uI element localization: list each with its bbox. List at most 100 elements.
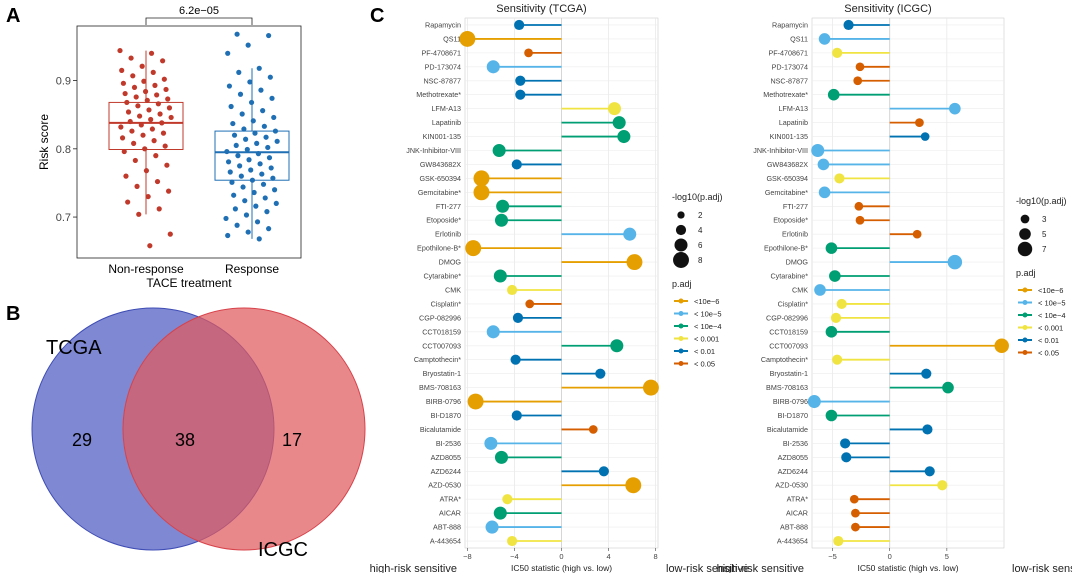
data-point <box>129 128 135 134</box>
size-legend-label: 2 <box>698 211 703 220</box>
drug-label-camptothecin: Camptothecin* <box>761 355 808 364</box>
drug-label-kin001-135: KIN001-135 <box>770 132 808 141</box>
size-legend-dot <box>673 252 689 268</box>
drug-label-cisplatin: Cisplatin* <box>778 299 809 308</box>
panel-a-frame <box>76 25 302 259</box>
data-point <box>265 144 271 151</box>
x-tick-label: 4 <box>606 552 610 561</box>
drug-label-qs11: QS11 <box>443 34 461 43</box>
color-legend-title: p.adj <box>1016 268 1036 278</box>
drug-label-lapatinib: Lapatinib <box>432 118 461 127</box>
data-point <box>160 58 166 64</box>
drug-label-azd-0530: AZD-0530 <box>428 481 461 490</box>
lollipop-dot-azd6244 <box>598 466 609 477</box>
lollipop-dot-birb-0796 <box>467 393 484 410</box>
lollipop-dot-nsc-87877 <box>853 76 863 86</box>
lollipop-dot-bi-2536 <box>484 436 498 450</box>
lollipop-dot-rapamycin <box>514 19 525 31</box>
lollipop-dot-erlotinib <box>623 227 637 241</box>
data-point <box>225 159 232 165</box>
lollipop-dot-abt-888 <box>485 520 499 534</box>
drug-label-cct007093: CCT007093 <box>769 341 808 350</box>
data-point <box>246 157 252 163</box>
data-point <box>148 50 155 56</box>
x-tick-label: 0 <box>888 552 892 561</box>
lollipop-dot-bryostatin-1 <box>595 368 606 379</box>
drug-label-gsk-650394: GSK-650394 <box>419 174 461 183</box>
data-point <box>155 101 161 107</box>
drug-label-gsk-650394: GSK-650394 <box>766 174 808 183</box>
color-legend-label: < 0.001 <box>1038 324 1063 333</box>
lollipop-dot-cgp-082996 <box>830 312 842 323</box>
data-point <box>266 155 273 161</box>
data-point <box>254 219 261 225</box>
drug-label-pd-173074: PD-173074 <box>425 62 461 71</box>
color-legend-label: <10e−6 <box>1038 286 1063 295</box>
drug-label-birb-0796: BIRB-0796 <box>426 397 461 406</box>
panel-a-points <box>117 31 280 249</box>
lollipop-dot-bryostatin-1 <box>921 368 932 379</box>
lollipop-dot-cmk <box>506 284 518 296</box>
drug-label-atra: ATRA* <box>787 495 809 504</box>
panel-a-y-ticks: 0.7 0.8 0.9 <box>56 76 77 224</box>
size-legend-dot <box>1017 241 1033 257</box>
drug-label-a-443654: A-443654 <box>777 537 808 546</box>
drug-label-bryostatin-1: Bryostatin-1 <box>423 369 461 378</box>
size-legend-title: -log10(p.adj) <box>672 192 723 202</box>
drug-label-dmog: DMOG <box>786 258 809 267</box>
drug-label-jnk-inhibitor-viii: JNK-Inhibitor-VIII <box>753 146 808 155</box>
data-point <box>229 179 235 185</box>
note-left: high-risk sensitive <box>370 563 457 573</box>
color-legend-label: < 0.01 <box>694 347 715 356</box>
data-point <box>252 130 258 136</box>
color-legend-dot <box>678 298 684 304</box>
data-point <box>144 97 150 103</box>
data-point <box>269 95 275 101</box>
lollipop-dot-jnk-inhibitor-viii <box>811 143 825 158</box>
drug-label-etoposide: Etoposide* <box>773 216 808 225</box>
drug-label-cytarabine: Cytarabine* <box>770 272 808 281</box>
panel-c-icgc-legend: -log10(p.adj) 3 5 7 p.adj<10e−6 < 10e−5 < 10e−… <box>1016 196 1067 358</box>
data-point <box>161 76 167 82</box>
data-point <box>260 108 266 114</box>
data-point <box>151 138 157 144</box>
data-point <box>132 157 138 164</box>
panel-c-icgc-lollipop: Sensitivity (ICGC) Rapamycin QS11 PF-470867… <box>717 3 1072 575</box>
lollipop-dot-gw843682x <box>511 159 522 170</box>
venn-label-icgc: ICGC <box>258 539 308 561</box>
size-legend-title: -log10(p.adj) <box>1016 196 1067 206</box>
data-point <box>135 103 141 109</box>
note-left: high-risk sensitive <box>717 563 804 573</box>
drug-label-azd6244: AZD6244 <box>778 467 808 476</box>
drug-label-pd-173074: PD-173074 <box>772 62 808 71</box>
data-point <box>124 99 130 106</box>
lollipop-dot-bi-d1870 <box>511 410 522 421</box>
color-legend-label: < 0.01 <box>1038 336 1059 345</box>
chart-title: Sensitivity (ICGC) <box>844 3 931 15</box>
data-point <box>250 118 256 124</box>
drug-label-bi-d1870: BI-D1870 <box>778 411 808 420</box>
lollipop-dot-gemcitabine <box>818 186 831 199</box>
lollipop-dot-qs11 <box>818 33 831 45</box>
drug-label-kin001-135: KIN001-135 <box>423 132 461 141</box>
data-point <box>263 134 269 140</box>
lollipop-dot-dmog <box>947 254 963 270</box>
drug-label-pf-4708671: PF-4708671 <box>768 48 808 57</box>
panel-c-tcga-lollipop: Sensitivity (TCGA) Rapamycin QS11 PF-470867… <box>370 3 750 575</box>
lollipop-dot-azd6244 <box>924 466 935 477</box>
lollipop-dot-kin001-135 <box>920 132 930 141</box>
data-point <box>149 126 155 132</box>
data-point <box>227 169 233 175</box>
data-point <box>226 83 233 89</box>
color-legend-dot <box>678 348 684 354</box>
drug-label-cmk: CMK <box>445 285 461 294</box>
lollipop-dot-etoposide <box>855 215 865 225</box>
data-point <box>166 105 173 111</box>
data-point <box>168 114 174 121</box>
lollipop-dot-bms-708163 <box>642 379 659 396</box>
lollipop-dot-bi-d1870 <box>825 409 838 422</box>
data-point <box>136 211 142 217</box>
data-point <box>128 55 134 61</box>
drug-label-azd6244: AZD6244 <box>431 467 461 476</box>
